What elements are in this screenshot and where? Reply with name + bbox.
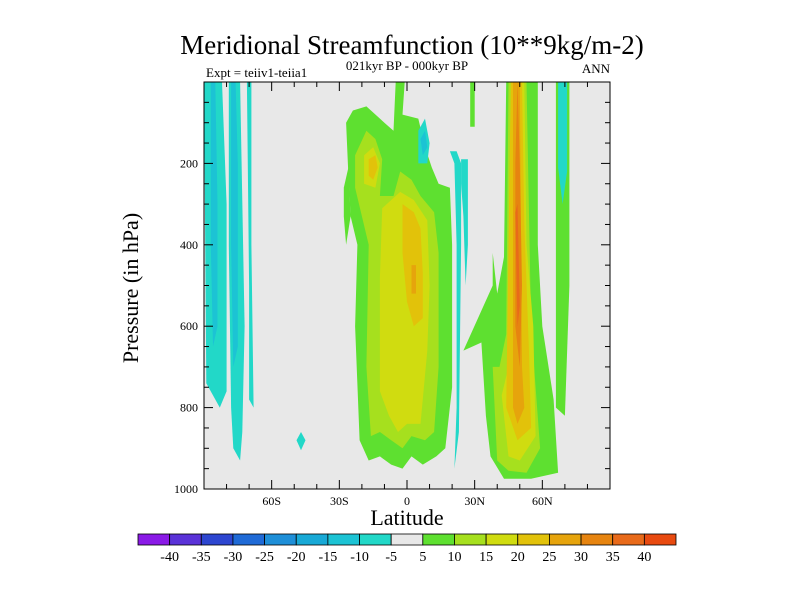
contour-region-3	[231, 82, 238, 367]
y-tick-label: 200	[180, 156, 198, 170]
colorbar-swatch	[643, 533, 677, 546]
contour-regions	[204, 82, 570, 479]
colorbar-label: -5	[385, 550, 397, 565]
colorbar-swatch	[264, 533, 297, 546]
chart-subtitle-left: Expt = teiiv1-teiia1	[206, 65, 307, 80]
colorbar-swatch	[485, 533, 519, 546]
colorbar-label: 10	[447, 550, 461, 565]
contour-region-27	[558, 82, 568, 205]
colorbar-swatch	[549, 533, 582, 546]
contour-region-16	[449, 151, 462, 469]
y-tick-label: 1000	[174, 482, 198, 496]
chart-subtitle-right: ANN	[582, 61, 611, 76]
colorbar-swatch	[612, 533, 645, 546]
x-tick-label: 60N	[532, 494, 553, 508]
y-tick-label: 800	[180, 401, 198, 415]
colorbar-label: 40	[637, 550, 651, 565]
colorbar-label: -30	[224, 550, 243, 565]
colorbar-swatch	[137, 533, 171, 546]
x-axis-label: Latitude	[370, 505, 443, 530]
contour-region-6	[343, 167, 351, 245]
colorbar-label: 35	[606, 550, 620, 565]
y-tick-label: 400	[180, 238, 198, 252]
colorbar-swatch	[390, 533, 424, 546]
plot-area: 200 400 600 800 1000 60S 30S 0 30N 60N	[174, 81, 611, 508]
colorbar-swatch	[295, 533, 329, 546]
axis-ticks: 200 400 600 800 1000 60S 30S 0 30N 60N	[174, 81, 611, 508]
colorbar-swatch	[580, 533, 614, 546]
contour-region-11	[368, 155, 378, 180]
x-tick-label: 30S	[330, 494, 349, 508]
contour-region-18	[470, 82, 475, 127]
x-tick-label: 30N	[464, 494, 485, 508]
contour-region-5	[296, 432, 306, 451]
x-tick-label: 0	[404, 494, 410, 508]
contour-region-13	[411, 265, 416, 294]
colorbar-swatch	[517, 533, 550, 546]
y-axis-label: Pressure (in hPa)	[118, 213, 143, 363]
contour-region-17	[461, 159, 468, 286]
colorbar: -40 -35 -30 -25 -20 -15 -10 -5 5 10 15 20 25 30 35 40	[137, 533, 677, 565]
colorbar-swatch	[200, 533, 234, 546]
colorbar-label: -25	[255, 550, 274, 565]
colorbar-label: 30	[574, 550, 588, 565]
chart-title: Meridional Streamfunction (10**9kg/m-2)	[180, 30, 643, 60]
contour-region-25	[515, 204, 520, 327]
contour-region-4	[210, 82, 218, 347]
colorbar-label: -20	[287, 550, 306, 565]
colorbar-label: -15	[319, 550, 338, 565]
colorbar-swatch	[422, 533, 455, 546]
contour-region-2	[246, 82, 254, 408]
colorbar-label: -40	[160, 550, 179, 565]
colorbar-swatch	[327, 533, 360, 546]
colorbar-swatch	[359, 533, 392, 546]
chart-subtitle-center: 021kyr BP - 000kyr BP	[346, 58, 468, 73]
colorbar-label: 25	[542, 550, 556, 565]
colorbar-label: -10	[350, 550, 369, 565]
colorbar-swatch	[232, 533, 265, 546]
contour-region-15	[420, 130, 428, 156]
x-tick-label: 60S	[262, 494, 281, 508]
colorbar-label: 20	[511, 550, 525, 565]
colorbar-label: 5	[419, 550, 426, 565]
colorbar-swatch	[454, 533, 487, 546]
colorbar-label: 15	[479, 550, 493, 565]
colorbar-swatch	[169, 533, 202, 546]
colorbar-label: -35	[192, 550, 211, 565]
y-tick-label: 600	[180, 319, 198, 333]
